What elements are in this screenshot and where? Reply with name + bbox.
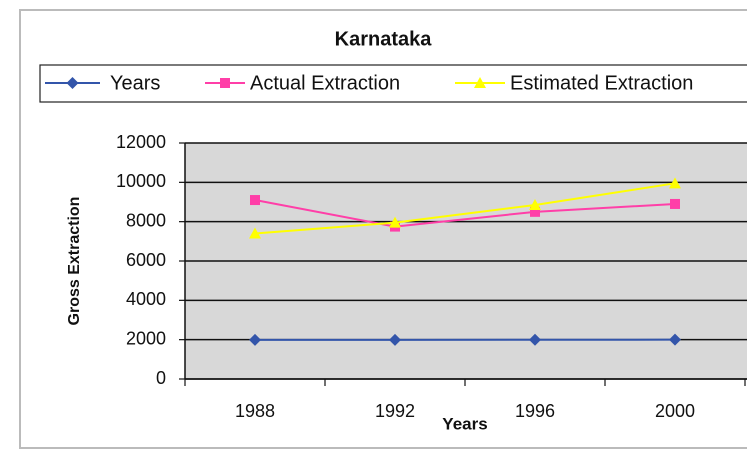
legend-marker bbox=[66, 77, 79, 89]
x-tick-label: 1996 bbox=[515, 401, 555, 421]
data-point bbox=[669, 177, 681, 189]
data-point bbox=[529, 198, 541, 210]
data-point bbox=[670, 198, 680, 209]
legend-label: Actual Extraction bbox=[250, 72, 400, 94]
legend bbox=[39, 64, 747, 103]
legend-marker bbox=[474, 77, 486, 88]
series-line bbox=[254, 182, 676, 235]
data-point bbox=[250, 195, 260, 206]
data-point bbox=[389, 216, 401, 228]
data-point bbox=[669, 333, 681, 346]
data-point bbox=[249, 227, 261, 239]
x-axis-title: Years bbox=[442, 414, 487, 433]
y-tick-label: 0 bbox=[156, 368, 166, 388]
chart-title: Karnataka bbox=[335, 28, 433, 50]
legend-label: Estimated Extraction bbox=[510, 72, 693, 94]
legend-marker bbox=[220, 78, 230, 88]
y-tick-label: 8000 bbox=[126, 210, 166, 230]
y-tick-label: 4000 bbox=[126, 289, 166, 309]
y-tick-label: 6000 bbox=[126, 250, 166, 270]
series-line bbox=[254, 199, 676, 228]
data-point bbox=[529, 333, 541, 346]
y-axis-title: Gross Extraction bbox=[66, 197, 83, 326]
data-point bbox=[249, 333, 261, 346]
x-tick-label: 1992 bbox=[375, 401, 415, 421]
y-tick-label: 2000 bbox=[126, 328, 166, 348]
data-point bbox=[389, 333, 401, 346]
legend-label: Years bbox=[110, 72, 160, 94]
y-tick-label: 10000 bbox=[116, 171, 166, 191]
x-tick-label: 1988 bbox=[235, 401, 275, 421]
data-point bbox=[530, 206, 540, 217]
x-tick-label: 2000 bbox=[655, 401, 695, 421]
y-tick-label: 12000 bbox=[116, 132, 166, 152]
